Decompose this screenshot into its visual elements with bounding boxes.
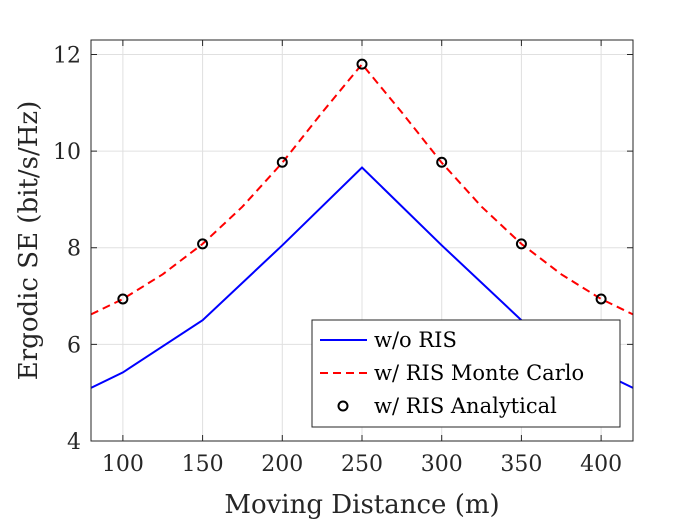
analytical-marker [197, 238, 209, 250]
analytical-marker [276, 156, 288, 168]
legend-label: w/ RIS Monte Carlo [374, 361, 584, 385]
x-tick-label: 200 [261, 452, 303, 477]
x-tick-label: 400 [580, 452, 622, 477]
y-axis-label: Ergodic SE (bit/s/Hz) [14, 101, 44, 380]
legend-label: w/ RIS Analytical [374, 394, 557, 418]
legend-label: w/o RIS [374, 328, 457, 352]
y-tick-label: 6 [67, 333, 81, 358]
x-tick-label: 300 [421, 452, 463, 477]
series-line-1 [90, 62, 634, 316]
ticks: 100 150 200 250 300 350 400 4 6 8 10 12 [53, 40, 633, 477]
y-tick-label: 4 [67, 430, 81, 455]
legend-marker [337, 400, 349, 412]
analytical-marker [436, 156, 448, 168]
analytical-marker [356, 58, 368, 70]
analytical-marker [117, 293, 129, 305]
y-tick-label: 8 [67, 237, 81, 262]
x-tick-label: 250 [341, 452, 383, 477]
x-axis-label: Moving Distance (m) [224, 490, 499, 520]
analytical-marker [595, 293, 607, 305]
y-tick-label: 12 [53, 43, 81, 68]
legend: w/o RIS w/ RIS Monte Carlo w/ RIS Analytic… [311, 319, 621, 428]
y-tick-label: 10 [53, 140, 81, 165]
analytical-marker [515, 238, 527, 250]
x-tick-label: 150 [182, 452, 224, 477]
x-tick-label: 100 [102, 452, 144, 477]
x-tick-label: 350 [500, 452, 542, 477]
